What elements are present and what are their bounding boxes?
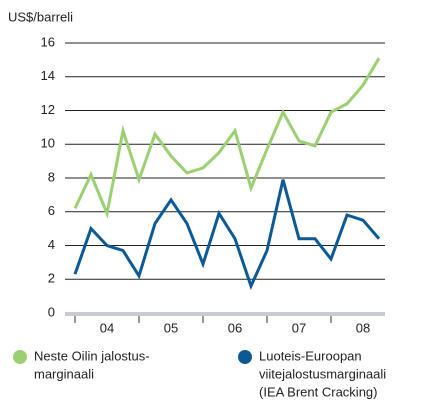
y-axis-label: US$/barreli [8, 9, 73, 24]
legend-label: Neste Oilin jalostus- [34, 348, 150, 363]
legend-label: Luoteis-Euroopan [259, 348, 362, 363]
x-tick-label: 04 [100, 320, 114, 335]
x-tick-label: 07 [292, 320, 306, 335]
legend-label: viitejalostusmarginaali [259, 366, 386, 381]
y-tick-label: 10 [41, 136, 55, 151]
legend-label: (IEA Brent Cracking) [259, 384, 378, 399]
legend-marker [13, 350, 27, 364]
x-tick-label: 06 [228, 320, 242, 335]
legend-marker [238, 350, 252, 364]
y-tick-label: 8 [48, 169, 55, 184]
series-line [73, 57, 381, 219]
y-tick-label: 2 [48, 271, 55, 286]
y-tick-label: 4 [48, 237, 55, 252]
y-tick-label: 6 [48, 203, 55, 218]
y-tick-label: 16 [41, 34, 55, 49]
legend-label: marginaali [34, 366, 94, 381]
y-tick-label: 0 [48, 304, 55, 319]
series-line [73, 179, 381, 291]
y-tick-label: 12 [41, 102, 55, 117]
x-tick-label: 08 [356, 320, 370, 335]
y-tick-label: 14 [41, 68, 55, 83]
x-axis [65, 312, 385, 316]
x-tick-label: 05 [164, 320, 178, 335]
